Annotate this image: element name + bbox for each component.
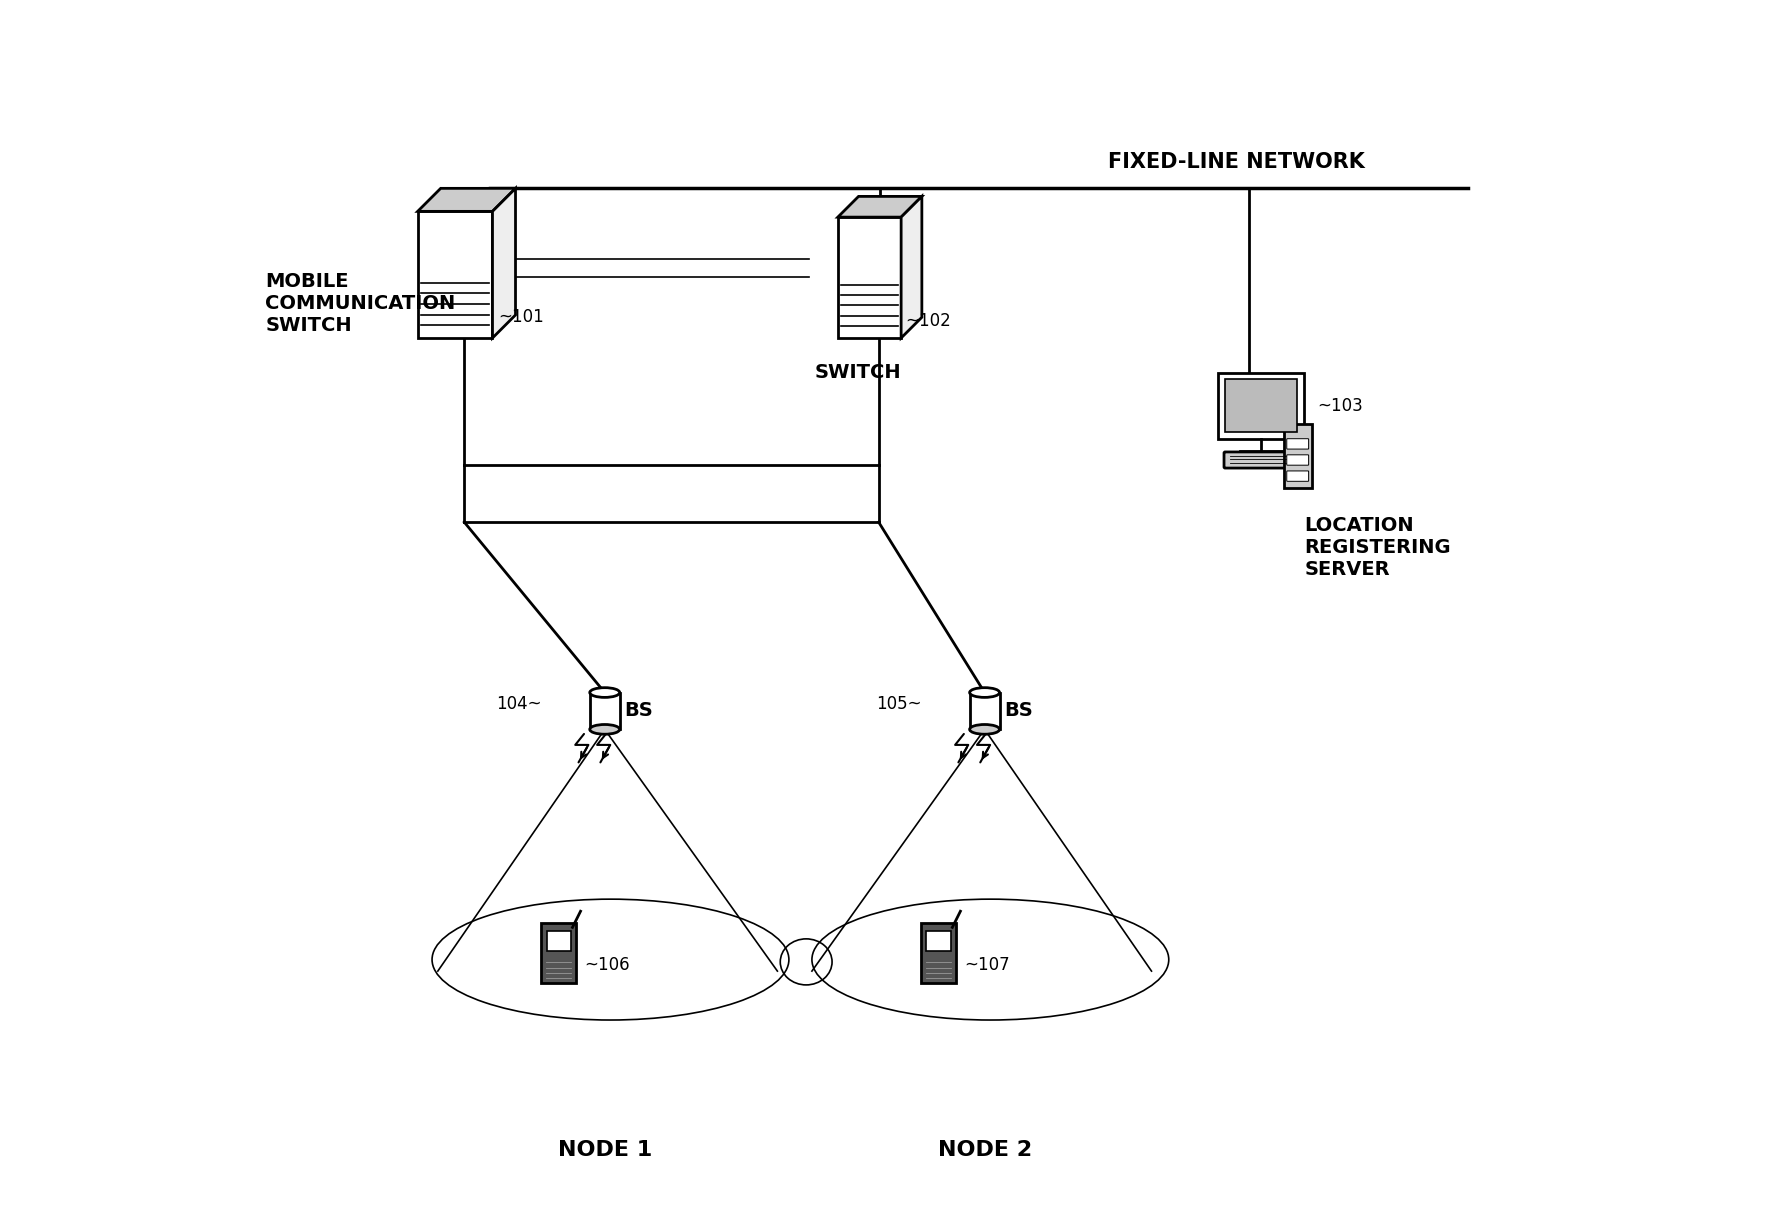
Text: ~103: ~103 xyxy=(1317,397,1364,415)
Text: ~106: ~106 xyxy=(584,957,630,975)
Polygon shape xyxy=(541,922,577,982)
Polygon shape xyxy=(901,196,921,338)
FancyBboxPatch shape xyxy=(1217,372,1305,439)
FancyBboxPatch shape xyxy=(1287,438,1308,449)
Text: ~102: ~102 xyxy=(905,312,951,330)
Text: NODE 1: NODE 1 xyxy=(557,1139,652,1160)
FancyBboxPatch shape xyxy=(1283,425,1312,488)
Polygon shape xyxy=(926,931,951,952)
Ellipse shape xyxy=(589,724,619,734)
Text: BS: BS xyxy=(625,701,653,720)
Polygon shape xyxy=(969,692,1000,729)
Text: LOCATION
REGISTERING
SERVER: LOCATION REGISTERING SERVER xyxy=(1305,516,1451,579)
Ellipse shape xyxy=(969,688,1000,697)
Text: 105~: 105~ xyxy=(876,695,921,713)
Text: ~101: ~101 xyxy=(498,308,544,326)
Polygon shape xyxy=(921,922,955,982)
Ellipse shape xyxy=(969,724,1000,734)
FancyBboxPatch shape xyxy=(1287,471,1308,481)
Text: ~107: ~107 xyxy=(964,957,1010,975)
Polygon shape xyxy=(589,692,619,729)
Text: 104~: 104~ xyxy=(496,695,541,713)
Text: MOBILE
COMMUNICATION
SWITCH: MOBILE COMMUNICATION SWITCH xyxy=(266,271,455,335)
Ellipse shape xyxy=(589,688,619,697)
FancyBboxPatch shape xyxy=(1225,380,1298,432)
Text: SWITCH: SWITCH xyxy=(814,364,901,382)
Text: FIXED-LINE NETWORK: FIXED-LINE NETWORK xyxy=(1107,152,1364,173)
Polygon shape xyxy=(418,212,493,338)
FancyBboxPatch shape xyxy=(1225,452,1298,469)
Text: BS: BS xyxy=(1005,701,1034,720)
Polygon shape xyxy=(837,196,921,217)
Text: NODE 2: NODE 2 xyxy=(937,1139,1032,1160)
Polygon shape xyxy=(546,931,571,952)
Polygon shape xyxy=(837,217,901,338)
Polygon shape xyxy=(418,189,516,212)
FancyBboxPatch shape xyxy=(1287,455,1308,465)
Polygon shape xyxy=(493,189,516,338)
